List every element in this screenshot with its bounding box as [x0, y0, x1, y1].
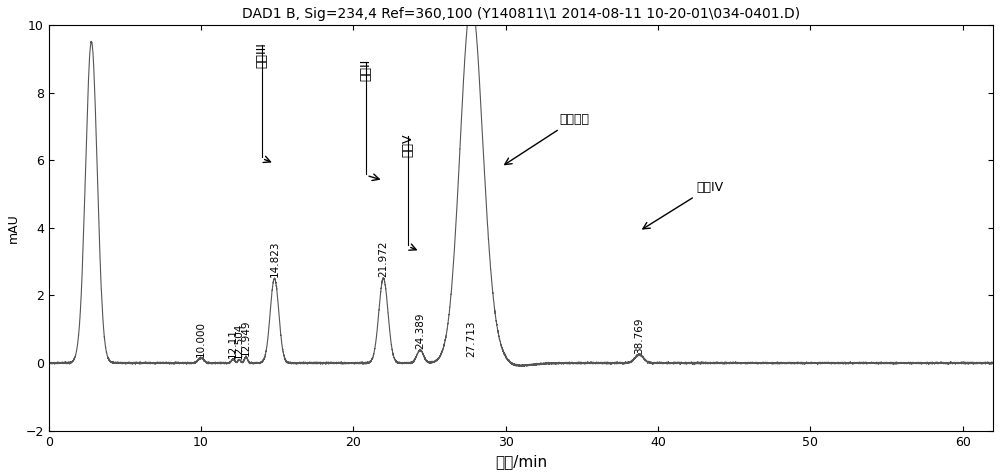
Text: 12.11: 12.11 [228, 328, 238, 358]
Text: 杂质IV: 杂质IV [643, 181, 723, 229]
Text: 杂质II: 杂质II [360, 59, 373, 81]
X-axis label: 时间/min: 时间/min [495, 454, 547, 469]
Text: 21.972: 21.972 [378, 240, 388, 277]
Text: 27.713: 27.713 [466, 320, 476, 357]
Text: 14.823: 14.823 [270, 240, 280, 277]
Text: 12.949: 12.949 [241, 319, 251, 356]
Text: 杂质V: 杂质V [402, 133, 415, 157]
Text: 10.000: 10.000 [196, 321, 206, 357]
Text: 氟伏沙明: 氟伏沙明 [505, 113, 589, 165]
Text: 12.504: 12.504 [234, 322, 244, 358]
Text: 24.389: 24.389 [415, 312, 425, 349]
Text: 38.769: 38.769 [634, 317, 644, 354]
Y-axis label: mAU: mAU [7, 213, 20, 243]
Title: DAD1 B, Sig=234,4 Ref=360,100 (Y140811\1 2014-08-11 10-20-01\034-0401.D): DAD1 B, Sig=234,4 Ref=360,100 (Y140811\1… [242, 7, 800, 21]
Text: 杂质III: 杂质III [255, 42, 268, 68]
